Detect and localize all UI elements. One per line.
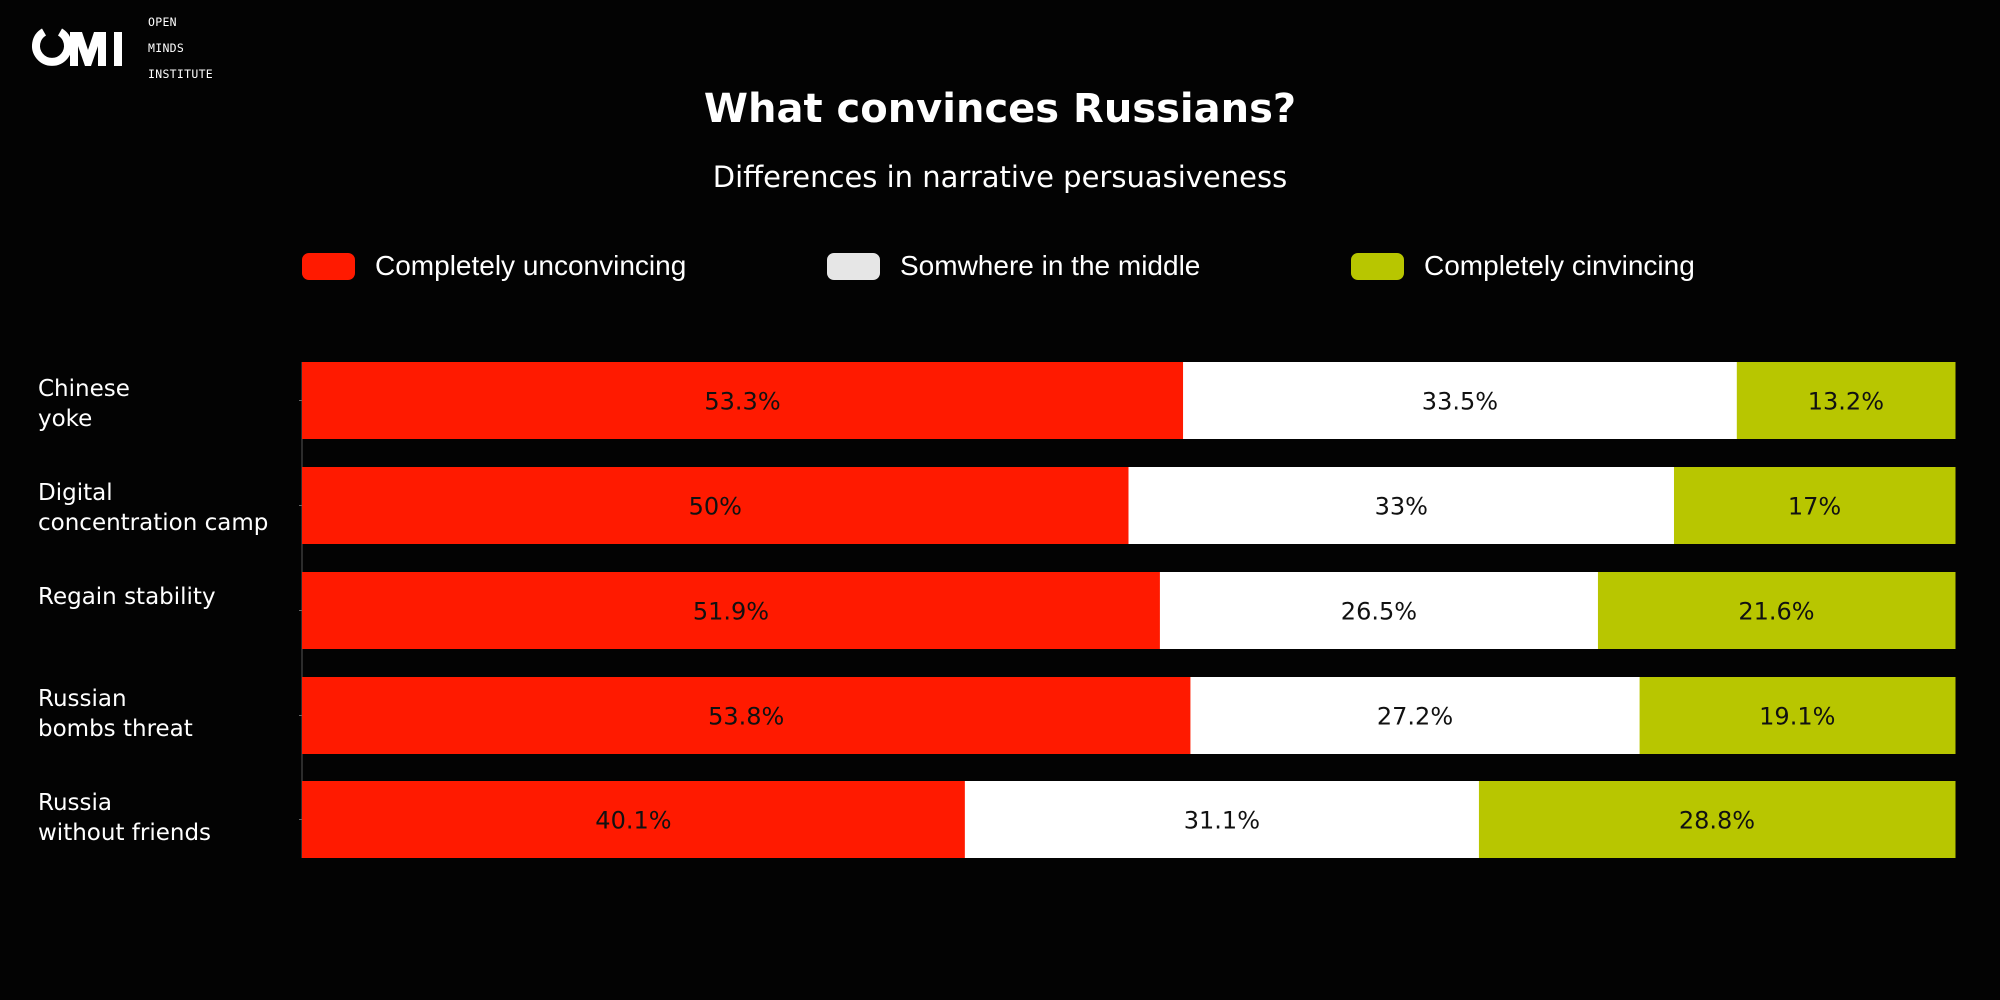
legend-item-convincing: Completely cinvincing: [1351, 248, 1695, 284]
bar-value-label: 33.5%: [1422, 388, 1498, 416]
logo-caption-line: INSTITUTE: [148, 66, 214, 81]
bar-value-label: 17%: [1788, 493, 1841, 521]
category-label-line: Russia: [38, 790, 112, 816]
bar-segment-convincing: [1673, 467, 1956, 544]
omi-logo: OPEN MINDS INSTITUTE: [30, 15, 213, 80]
bar-value-label: 31.1%: [1184, 807, 1260, 835]
bar-value-label: 19.1%: [1759, 703, 1835, 731]
category-label-line: without friends: [38, 820, 212, 846]
legend-swatch-middle: [827, 252, 880, 280]
category-label-line: Chinese: [38, 376, 130, 402]
legend-swatch-unconvincing: [302, 252, 355, 280]
legend-label-unconvincing: Completely unconvincing: [375, 250, 687, 281]
bar-value-label: 33%: [1375, 493, 1428, 521]
bar-value-label: 53.8%: [708, 703, 784, 731]
chart-title: What convinces Russians?: [0, 86, 2000, 132]
bar-segment-unconvincing: [302, 467, 1129, 544]
bar-segment-unconvincing: [302, 362, 1184, 439]
chart-title-text: What convinces Russians?: [703, 86, 1297, 132]
legend-label-convincing: Completely cinvincing: [1424, 250, 1695, 281]
legend-label-middle: Somwhere in the middle: [900, 250, 1201, 281]
bar-segment-unconvincing: [302, 677, 1191, 754]
category-label-line: Digital: [38, 480, 113, 506]
bar-value-label: 21.6%: [1738, 598, 1814, 626]
bar-segment-convincing: [1736, 362, 1956, 439]
bar-value-label: 50%: [689, 493, 742, 521]
legend-item-middle: Somwhere in the middle: [827, 248, 1200, 284]
bar-segment-convincing: [1639, 677, 1956, 754]
bar-value-label: 28.8%: [1679, 807, 1755, 835]
chart-legend: Completely unconvincing Somwhere in the …: [0, 248, 2000, 284]
category-label-line: concentration camp: [38, 510, 269, 536]
bar-segment-convincing: [1478, 781, 1956, 858]
bar-segment-middle: [1128, 467, 1675, 544]
category-label-line: bombs threat: [38, 716, 193, 742]
bar-value-label: 40.1%: [595, 807, 671, 835]
bar-segment-middle: [1190, 677, 1641, 754]
bar-segment-middle: [1159, 572, 1599, 649]
chart-subtitle: Differences in narrative persuasiveness: [712, 160, 1288, 194]
category-label-line: Russian: [38, 686, 127, 712]
bar-segment-unconvincing: [302, 781, 966, 858]
bar-value-label: 26.5%: [1341, 598, 1417, 626]
omi-logo-mark: [30, 26, 134, 70]
bar-segment-unconvincing: [302, 572, 1161, 649]
legend-item-unconvincing: Completely unconvincing: [302, 248, 686, 284]
category-label: Digital concentration camp: [38, 478, 298, 538]
logo-caption: OPEN MINDS INSTITUTE: [148, 3, 213, 94]
category-label-line: Regain stability: [38, 584, 216, 610]
logo-caption-line: MINDS: [148, 40, 185, 55]
category-label: Russia without friends: [38, 788, 298, 848]
category-label-line: yoke: [38, 406, 93, 432]
category-label: Chinese yoke: [38, 374, 298, 434]
omi-wordmark-icon: [32, 28, 122, 66]
category-label: Regain stability: [38, 582, 298, 612]
bar-segment-middle: [1183, 362, 1738, 439]
bar-value-label: 51.9%: [693, 598, 769, 626]
bar-segment-middle: [964, 781, 1480, 858]
legend-swatch-convincing: [1351, 252, 1404, 280]
bar-value-label: 13.2%: [1808, 388, 1884, 416]
bar-value-label: 27.2%: [1377, 703, 1453, 731]
logo-caption-line: OPEN: [148, 14, 177, 29]
bar-value-label: 53.3%: [704, 388, 780, 416]
bar-segment-convincing: [1597, 572, 1956, 649]
category-label: Russian bombs threat: [38, 684, 298, 744]
